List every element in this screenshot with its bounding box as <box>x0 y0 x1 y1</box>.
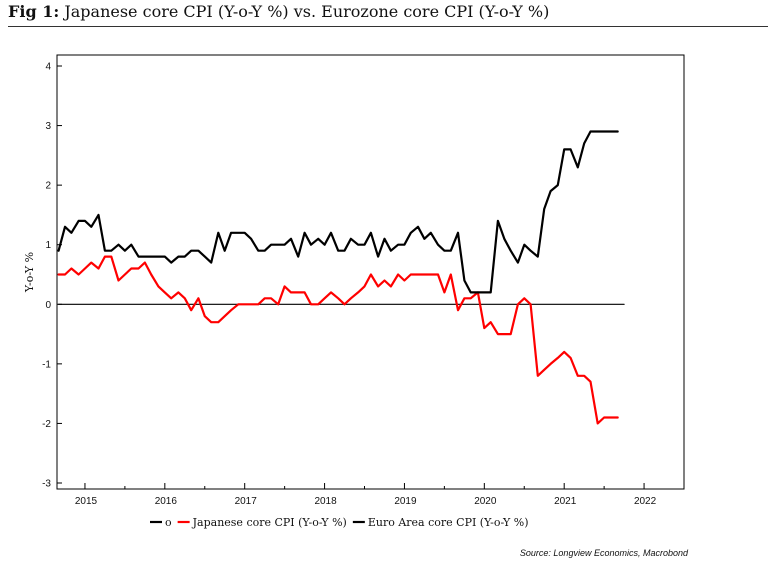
x-tick-label: 2019 <box>394 496 417 507</box>
y-tick-label: 4 <box>45 62 51 73</box>
y-tick-label: -1 <box>42 359 51 370</box>
y-tick-label: 3 <box>45 121 51 132</box>
y-tick-label: 0 <box>45 300 51 311</box>
x-tick-label: 2020 <box>474 496 497 507</box>
legend-label-japan: Japanese core CPI (Y-o-Y %) <box>192 516 347 529</box>
source-note: Source: Longview Economics, Macrobond <box>520 548 689 558</box>
figure-title-text: Japanese core CPI (Y-o-Y %) vs. Eurozone… <box>64 2 550 21</box>
figure-title: Fig 1: Japanese core CPI (Y-o-Y %) vs. E… <box>8 2 768 21</box>
y-tick-label: -3 <box>42 479 51 490</box>
y-tick-label: 1 <box>45 240 51 251</box>
x-tick-label: 2022 <box>634 496 657 507</box>
x-tick-label: 2021 <box>554 496 577 507</box>
x-axis-ticks: 2015 2016 2017 2018 2019 2020 2021 2022 <box>75 483 657 507</box>
series-euro-core-cpi-line <box>57 130 619 294</box>
y-axis-ticks: -3 -2 -1 0 1 2 3 4 <box>42 62 62 490</box>
series-layer <box>57 130 625 425</box>
y-axis-label: Y-o-Y % <box>23 252 36 293</box>
legend: o Japanese core CPI (Y-o-Y %) Euro Area co… <box>150 516 529 529</box>
y-tick-label: 2 <box>45 181 51 192</box>
y-tick-label: -2 <box>42 419 51 430</box>
legend-label-zero: o <box>165 516 172 529</box>
x-tick-label: 2018 <box>314 496 337 507</box>
x-tick-label: 2016 <box>155 496 178 507</box>
title-rule <box>8 26 768 27</box>
figure-label: Fig 1: <box>8 2 60 21</box>
series-japan-core-cpi-line <box>57 255 619 425</box>
x-tick-label: 2015 <box>75 496 98 507</box>
legend-label-euro: Euro Area core CPI (Y-o-Y %) <box>368 516 529 529</box>
x-tick-label: 2017 <box>235 496 258 507</box>
